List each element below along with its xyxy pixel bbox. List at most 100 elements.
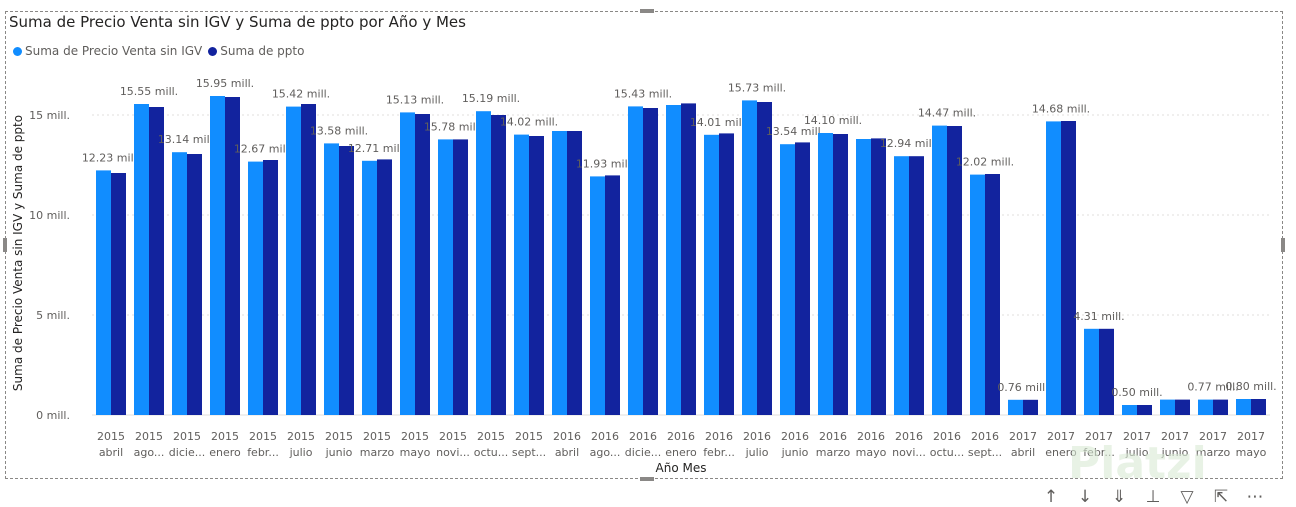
data-label: 0.76 mill. bbox=[997, 381, 1048, 394]
bar-precio-venta[interactable] bbox=[932, 125, 947, 415]
bar-ppto[interactable] bbox=[909, 156, 924, 415]
bar-precio-venta[interactable] bbox=[1008, 399, 1023, 415]
drill-down-icon[interactable]: ↓ bbox=[1077, 487, 1093, 507]
bar-ppto[interactable] bbox=[225, 97, 240, 415]
x-tick-month: junio bbox=[325, 446, 353, 459]
resize-handle-top[interactable] bbox=[640, 9, 654, 13]
bar-precio-venta[interactable] bbox=[552, 131, 567, 415]
legend-label-ppto: Suma de ppto bbox=[220, 44, 305, 58]
data-label: 12.23 mill. bbox=[82, 151, 140, 164]
bar-ppto[interactable] bbox=[111, 173, 126, 415]
bar-ppto[interactable] bbox=[795, 142, 810, 415]
legend-item-ppto[interactable]: Suma de ppto bbox=[208, 44, 304, 58]
x-tick-year: 2016 bbox=[553, 430, 581, 443]
bar-ppto[interactable] bbox=[1099, 328, 1114, 415]
data-label: 15.43 mill. bbox=[614, 87, 672, 100]
expand-next-level-icon[interactable]: ⊥ bbox=[1145, 487, 1161, 507]
bar-ppto[interactable] bbox=[643, 108, 658, 415]
bar-ppto[interactable] bbox=[1175, 399, 1190, 415]
chart-legend[interactable]: Suma de Precio Venta sin IGV Suma de ppt… bbox=[13, 44, 310, 58]
x-tick-month: mayo bbox=[400, 446, 431, 459]
bar-precio-venta[interactable] bbox=[970, 174, 985, 415]
bar-precio-venta[interactable] bbox=[476, 111, 491, 415]
bar-precio-venta[interactable] bbox=[134, 104, 149, 415]
x-tick-month: febr... bbox=[247, 446, 279, 459]
drill-up-icon[interactable]: ↑ bbox=[1043, 487, 1059, 507]
bar-precio-venta[interactable] bbox=[856, 139, 871, 415]
bar-ppto[interactable] bbox=[453, 139, 468, 415]
bar-ppto[interactable] bbox=[187, 154, 202, 415]
bar-precio-venta[interactable] bbox=[400, 112, 415, 416]
expand-all-icon[interactable]: ⇓ bbox=[1111, 487, 1127, 507]
x-tick-year: 2015 bbox=[287, 430, 315, 443]
bar-ppto[interactable] bbox=[301, 104, 316, 415]
legend-dot-ppto bbox=[208, 46, 218, 56]
resize-handle-right[interactable] bbox=[1281, 238, 1285, 252]
bar-precio-venta[interactable] bbox=[1236, 399, 1251, 415]
bar-precio-venta[interactable] bbox=[894, 156, 909, 415]
bar-precio-venta[interactable] bbox=[590, 176, 605, 415]
bar-ppto[interactable] bbox=[681, 103, 696, 416]
bar-precio-venta[interactable] bbox=[514, 134, 529, 415]
x-tick-month: novi... bbox=[892, 446, 926, 459]
bar-ppto[interactable] bbox=[263, 160, 278, 415]
bar-precio-venta[interactable] bbox=[172, 152, 187, 415]
bar-ppto[interactable] bbox=[377, 159, 392, 415]
bar-ppto[interactable] bbox=[833, 134, 848, 415]
x-tick-year: 2016 bbox=[933, 430, 961, 443]
focus-mode-icon[interactable]: ⇱ bbox=[1213, 487, 1229, 507]
bar-ppto[interactable] bbox=[1137, 405, 1152, 415]
data-label: 0.80 mill. bbox=[1225, 380, 1276, 393]
bar-ppto[interactable] bbox=[1213, 399, 1228, 415]
bar-ppto[interactable] bbox=[719, 133, 734, 415]
bar-ppto[interactable] bbox=[605, 175, 620, 415]
bar-precio-venta[interactable] bbox=[1122, 405, 1137, 415]
filter-icon[interactable]: ▽ bbox=[1180, 487, 1194, 507]
bar-precio-venta[interactable] bbox=[362, 160, 377, 415]
bar-ppto[interactable] bbox=[1023, 399, 1038, 415]
bar-ppto[interactable] bbox=[491, 115, 506, 415]
bar-precio-venta[interactable] bbox=[286, 106, 301, 415]
x-tick-year: 2016 bbox=[781, 430, 809, 443]
bar-ppto[interactable] bbox=[339, 146, 354, 415]
bar-precio-venta[interactable] bbox=[818, 133, 833, 415]
bar-precio-venta[interactable] bbox=[1046, 121, 1061, 416]
bar-ppto[interactable] bbox=[947, 126, 962, 415]
bar-precio-venta[interactable] bbox=[96, 170, 111, 415]
data-label: 14.01 mill. bbox=[690, 116, 748, 129]
bar-ppto[interactable] bbox=[1061, 121, 1076, 415]
bar-ppto[interactable] bbox=[529, 136, 544, 415]
bar-ppto[interactable] bbox=[757, 102, 772, 415]
bar-precio-venta[interactable] bbox=[210, 96, 225, 415]
bar-ppto[interactable] bbox=[985, 174, 1000, 415]
x-tick-month: octu... bbox=[474, 446, 509, 459]
bar-precio-venta[interactable] bbox=[1198, 399, 1213, 415]
bar-ppto[interactable] bbox=[149, 107, 164, 415]
data-label: 14.02 mill. bbox=[500, 116, 558, 129]
bar-ppto[interactable] bbox=[415, 114, 430, 415]
chart-title: Suma de Precio Venta sin IGV y Suma de p… bbox=[9, 13, 466, 31]
bar-precio-venta[interactable] bbox=[628, 106, 643, 416]
bar-precio-venta[interactable] bbox=[1084, 328, 1099, 415]
bar-precio-venta[interactable] bbox=[438, 139, 453, 415]
bar-precio-venta[interactable] bbox=[742, 100, 757, 416]
x-tick-year: 2015 bbox=[439, 430, 467, 443]
x-tick-year: 2016 bbox=[705, 430, 733, 443]
bar-ppto[interactable] bbox=[871, 138, 886, 415]
bar-ppto[interactable] bbox=[567, 131, 582, 415]
data-label: 15.73 mill. bbox=[728, 81, 786, 94]
bar-ppto[interactable] bbox=[1251, 399, 1266, 415]
resize-handle-bottom[interactable] bbox=[640, 477, 654, 481]
data-label: 15.95 mill. bbox=[196, 77, 254, 90]
bar-precio-venta[interactable] bbox=[666, 105, 681, 415]
resize-handle-left[interactable] bbox=[3, 238, 7, 252]
bar-precio-venta[interactable] bbox=[704, 134, 719, 416]
more-options-icon[interactable]: ⋯ bbox=[1246, 487, 1264, 507]
x-tick-month: julio bbox=[289, 446, 313, 459]
bar-precio-venta[interactable] bbox=[780, 144, 795, 415]
bar-precio-venta[interactable] bbox=[1160, 399, 1175, 415]
legend-item-precio[interactable]: Suma de Precio Venta sin IGV bbox=[13, 44, 202, 58]
bar-precio-venta[interactable] bbox=[248, 161, 263, 415]
data-label: 13.58 mill. bbox=[310, 124, 368, 137]
bar-precio-venta[interactable] bbox=[324, 143, 339, 415]
